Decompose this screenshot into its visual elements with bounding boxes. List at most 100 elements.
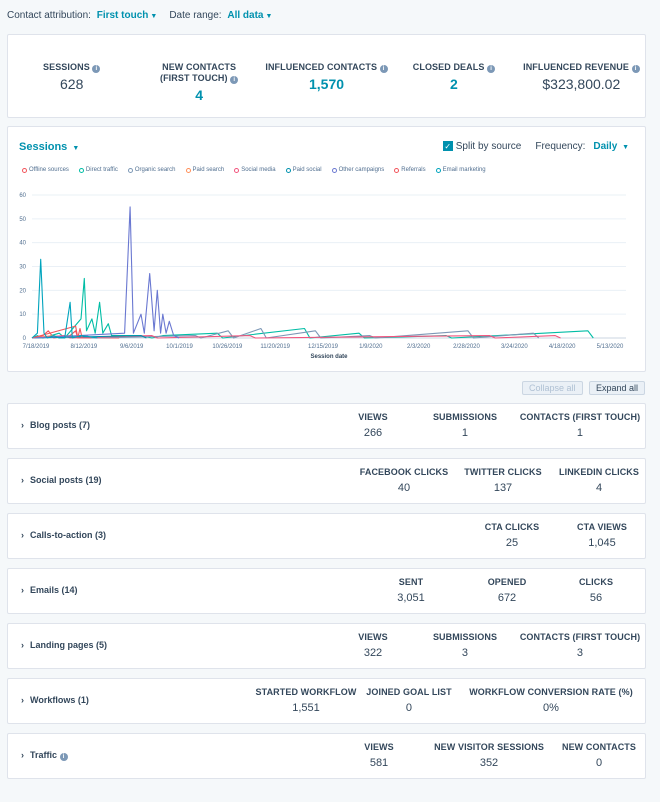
legend-label: Paid search (192, 167, 225, 173)
split-by-source-toggle[interactable]: ✓ Split by source (442, 141, 521, 152)
section-header[interactable]: › Traffic i (21, 750, 68, 761)
x-tick-label: 7/18/2019 (23, 344, 50, 350)
chevron-right-icon[interactable]: › (21, 695, 24, 705)
metric: VIEWS 322 (358, 632, 388, 659)
x-tick-label: 10/1/2019 (166, 344, 193, 350)
legend-item[interactable]: Email marketing (435, 167, 486, 173)
info-icon[interactable]: i (230, 76, 239, 84)
metric: SUBMISSIONS 1 (433, 412, 497, 439)
metric-value: 137 (493, 482, 513, 494)
expand-all-button[interactable]: Expand all (589, 381, 646, 395)
x-tick-label: 2/28/2020 (453, 344, 480, 350)
chevron-right-icon[interactable]: › (21, 750, 24, 760)
section-emails[interactable]: › Emails (14) SENT 3,051 OPENED 672 CLICKS 56 (7, 568, 646, 614)
x-tick-label: 8/12/2019 (70, 344, 97, 350)
section-landing-pages[interactable]: › Landing pages (5) VIEWS 322 SUBMISSIONS 3 CO… (7, 623, 646, 669)
metric-selector[interactable]: Sessions ▼ (19, 141, 79, 153)
x-tick-label: 2/3/2020 (407, 344, 431, 350)
metric-label: NEW CONTACTS (561, 742, 637, 752)
chevron-right-icon[interactable]: › (21, 640, 24, 650)
kpi-value[interactable]: 1,570 (308, 76, 345, 92)
legend-item[interactable]: Paid social (285, 167, 322, 173)
legend-label: Offline sources (29, 167, 69, 173)
section-header[interactable]: › Workflows (1) (21, 695, 89, 705)
metric-value: 266 (363, 427, 383, 439)
series-line (31, 325, 83, 339)
frequency-value: Daily (593, 141, 618, 152)
section-blog-posts[interactable]: › Blog posts (7) VIEWS 266 SUBMISSIONS 1 CONTA… (7, 403, 646, 449)
frequency-dropdown[interactable]: Daily ▼ (593, 141, 629, 152)
section-title: Traffic (30, 750, 58, 760)
legend-item[interactable]: Offline sources (22, 167, 69, 173)
legend-label: Other campaigns (338, 167, 385, 173)
kpi-influenced-contacts: INFLUENCED CONTACTS i 1,570 (263, 35, 390, 117)
chevron-right-icon[interactable]: › (21, 420, 24, 430)
legend-item[interactable]: Social media (234, 167, 276, 173)
checkbox-checked-icon[interactable]: ✓ (442, 141, 453, 151)
section-traffic[interactable]: › Traffic i VIEWS 581 NEW VISITOR SESSIONS 35… (7, 733, 646, 779)
metric-label: STARTED WORKFLOW (255, 687, 357, 697)
section-calls-to-action[interactable]: › Calls-to-action (3) CTA CLICKS 25 CTA VIEW… (7, 513, 646, 559)
chevron-down-icon: ▼ (72, 145, 80, 152)
daterange-dropdown[interactable]: All data (227, 10, 264, 21)
section-title: Landing pages (5) (30, 640, 108, 650)
section-header[interactable]: › Blog posts (7) (21, 420, 90, 430)
kpi-new-contacts: NEW CONTACTS (FIRST TOUCH) i 4 (135, 35, 262, 117)
info-icon[interactable]: i (631, 65, 640, 73)
section-workflows[interactable]: › Workflows (1) STARTED WORKFLOW 1,551 JOINE… (7, 678, 646, 724)
section-header[interactable]: › Emails (14) (21, 585, 78, 595)
legend-dot-icon (234, 167, 240, 173)
metric-label: VIEWS (364, 742, 394, 752)
y-tick-label: 10 (19, 312, 26, 318)
metric-label: NEW VISITOR SESSIONS (434, 742, 544, 752)
kpi-closed-deals: CLOSED DEALS i 2 (390, 35, 517, 117)
chevron-right-icon[interactable]: › (21, 475, 24, 485)
metric-selector-label: Sessions (19, 141, 68, 153)
x-axis-label: Session date (310, 354, 348, 360)
section-header[interactable]: › Landing pages (5) (21, 640, 107, 650)
metric-label: SUBMISSIONS (432, 632, 498, 642)
metric: STARTED WORKFLOW 1,551 (256, 687, 357, 714)
kpi-value[interactable]: 2 (450, 76, 458, 92)
metric-label: FACEBOOK CLICKS (359, 467, 449, 477)
section-title: Calls-to-action (3) (30, 530, 107, 540)
metric-value: 0 (405, 702, 413, 714)
info-icon[interactable]: i (92, 65, 101, 73)
daterange-filter[interactable]: Date range: All data ▼ (169, 10, 272, 21)
attribution-dropdown[interactable]: First touch (96, 10, 149, 21)
chevron-right-icon[interactable]: › (21, 530, 24, 540)
attribution-label: Contact attribution: (7, 10, 91, 21)
legend-label: Email marketing (442, 167, 486, 173)
kpi-value[interactable]: 4 (195, 87, 203, 103)
section-social-posts[interactable]: › Social posts (19) FACEBOOK CLICKS 40 TWITT… (7, 458, 646, 504)
metric: SUBMISSIONS 3 (433, 632, 497, 659)
section-header[interactable]: › Social posts (19) (21, 475, 102, 485)
info-icon[interactable]: i (487, 65, 496, 73)
sessions-line-chart: 0 10 20 30 40 50 60 7/18/2019 8/12/2019 9/6/2019 1… (19, 193, 626, 360)
section-title: Workflows (1) (30, 695, 89, 705)
legend-item[interactable]: Referrals (394, 167, 426, 173)
kpi-label: INFLUENCED CONTACTS (265, 62, 378, 72)
collapse-all-button[interactable]: Collapse all (522, 381, 583, 395)
x-tick-label: 12/15/2019 (308, 344, 339, 350)
info-icon[interactable]: i (59, 753, 68, 761)
legend-item[interactable]: Other campaigns (331, 167, 385, 173)
metric: SENT 3,051 (397, 577, 425, 604)
kpi-influenced-revenue: INFLUENCED REVENUE i $323,800.02 (518, 35, 645, 117)
legend-label: Social media (241, 167, 276, 173)
section-header[interactable]: › Calls-to-action (3) (21, 530, 106, 540)
chevron-right-icon[interactable]: › (21, 585, 24, 595)
metric-value: 0 (595, 757, 603, 769)
metric: CTA VIEWS 1,045 (577, 522, 627, 549)
legend-item[interactable]: Paid search (185, 167, 225, 173)
daterange-label: Date range: (169, 10, 222, 21)
x-tick-label: 4/18/2020 (549, 344, 576, 350)
x-tick-label: 10/26/2019 (212, 344, 243, 350)
attribution-filter[interactable]: Contact attribution: First touch ▼ (7, 10, 157, 21)
kpi-label: CLOSED DEALS (412, 62, 485, 72)
info-icon[interactable]: i (379, 65, 388, 73)
section-title: Social posts (19) (30, 475, 102, 485)
metric-label: TWITTER CLICKS (464, 467, 542, 477)
legend-item[interactable]: Organic search (127, 167, 176, 173)
legend-item[interactable]: Direct traffic (78, 167, 118, 173)
